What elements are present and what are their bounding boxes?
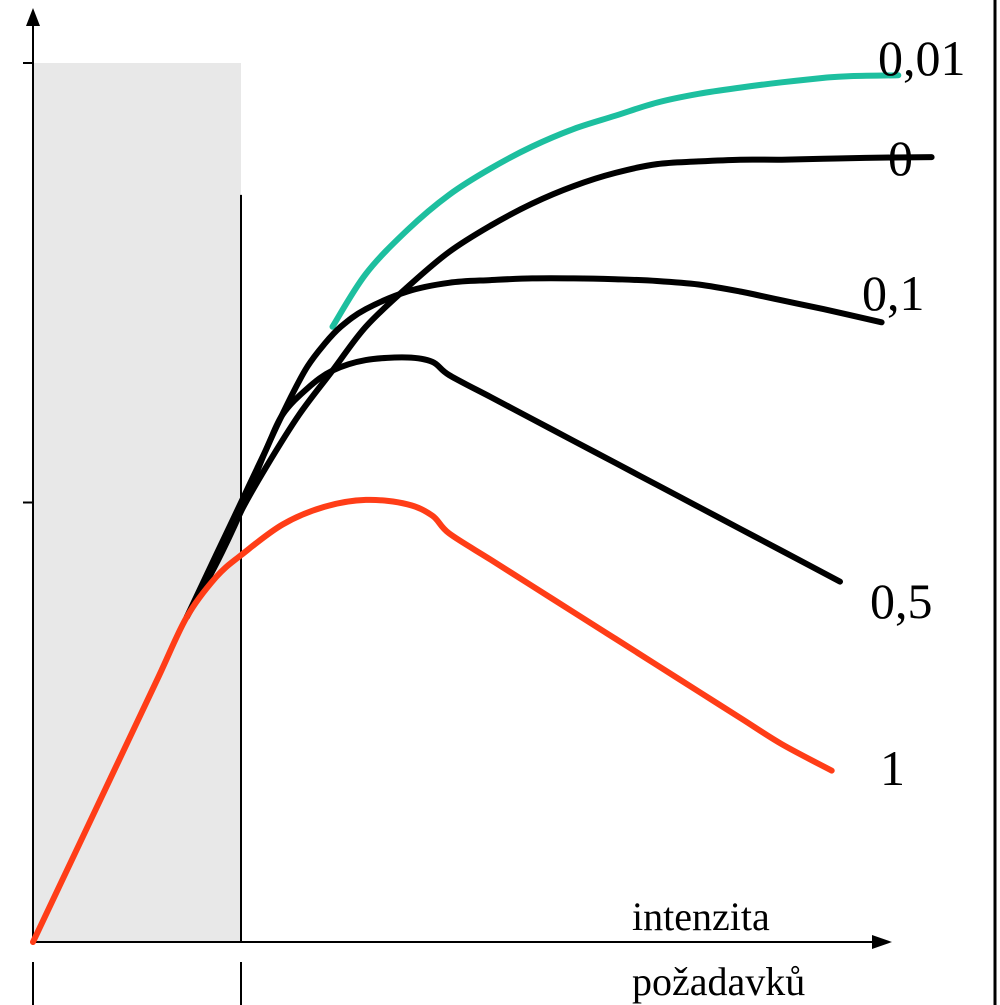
series-label-4: 1 bbox=[880, 740, 905, 796]
series-group bbox=[30, 72, 935, 945]
series-line-1 bbox=[183, 154, 935, 620]
y-ticks bbox=[23, 62, 33, 504]
series-label-2: 0,1 bbox=[862, 265, 925, 321]
x-axis-arrow bbox=[872, 935, 892, 949]
x-axis-label-line2: požadavků bbox=[632, 959, 805, 1004]
series-label-1: 0 bbox=[888, 130, 913, 186]
series-line-3 bbox=[183, 354, 843, 620]
series-label-3: 0,5 bbox=[870, 573, 933, 629]
series-line-2 bbox=[183, 275, 885, 620]
series-labels: 0,01 0 0,1 0,5 1 bbox=[862, 30, 966, 796]
series-line-4 bbox=[30, 496, 835, 945]
y-axis-arrow bbox=[26, 8, 40, 26]
shaded-region bbox=[33, 63, 241, 942]
x-axis-label-line1: intenzita bbox=[632, 894, 770, 939]
series-line-0 bbox=[329, 72, 902, 330]
series-label-0: 0,01 bbox=[878, 30, 966, 86]
